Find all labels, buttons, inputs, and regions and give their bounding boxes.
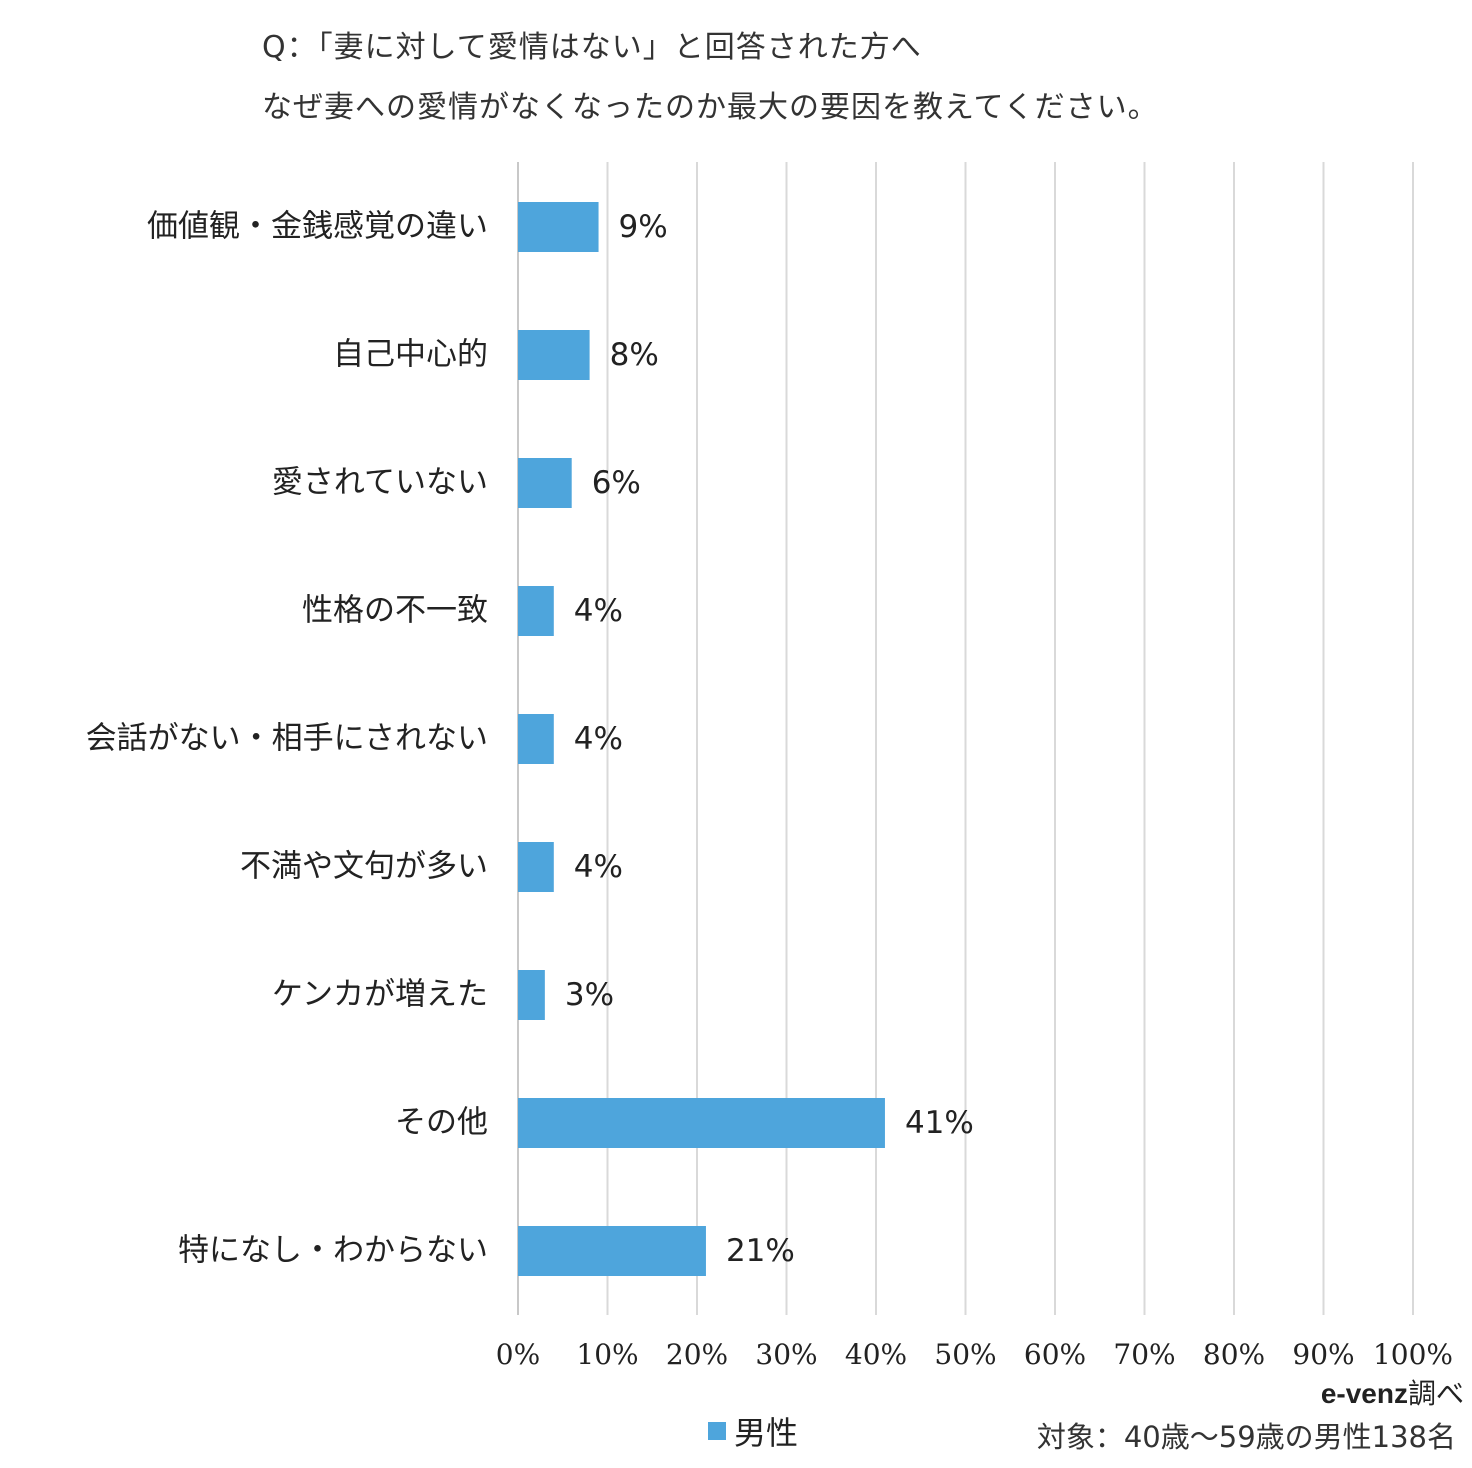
bar <box>518 1098 885 1148</box>
category-label: その他 <box>395 1104 488 1141</box>
bar <box>518 714 554 764</box>
chart-title-line-1: Q：「妻に対して愛情はない」と回答された方へ <box>262 30 922 65</box>
category-label: 会話がない・相手にされない <box>85 720 488 757</box>
data-label: 21% <box>725 1233 795 1269</box>
source-credit: e-venz調べ <box>1321 1372 1464 1412</box>
category-label: 自己中心的 <box>333 336 488 373</box>
category-label: ケンカが増えた <box>271 976 488 1013</box>
bar <box>518 586 554 636</box>
x-tick-label: 30% <box>755 1338 818 1371</box>
legend-swatch <box>708 1422 726 1440</box>
data-label: 4% <box>573 721 623 757</box>
category-label: 愛されていない <box>271 464 488 501</box>
data-label: 9% <box>618 209 668 245</box>
x-tick-label: 20% <box>665 1338 729 1371</box>
data-label: 3% <box>564 977 615 1013</box>
category-label: 価値観・金銭感覚の違い <box>147 208 488 245</box>
bar <box>518 1226 706 1276</box>
data-label: 4% <box>573 593 623 629</box>
bar <box>518 970 545 1020</box>
x-tick-label: 40% <box>844 1338 908 1371</box>
data-label: 4% <box>573 849 623 885</box>
data-label: 8% <box>609 337 659 373</box>
x-tick-label: 90% <box>1292 1338 1355 1371</box>
source-brand: e-venz <box>1320 1378 1408 1409</box>
category-label: 不満や文句が多い <box>240 848 488 885</box>
x-tick-label: 0% <box>495 1338 541 1371</box>
category-label: 性格の不一致 <box>302 592 488 629</box>
bar <box>518 202 599 252</box>
bar <box>518 330 590 380</box>
legend-label: 男性 <box>734 1414 799 1452</box>
source-suffix: 調べ <box>1407 1377 1464 1410</box>
x-tick-label: 60% <box>1023 1338 1087 1371</box>
chart-title-line-2: なぜ妻への愛情がなくなったのか最大の要因を教えてください。 <box>262 90 1159 125</box>
x-tick-label: 70% <box>1113 1338 1176 1371</box>
legend: 男性 <box>708 1408 798 1454</box>
bar <box>518 458 572 508</box>
category-label: 特になし・わからない <box>178 1232 488 1269</box>
x-tick-label: 50% <box>934 1338 997 1371</box>
data-label: 6% <box>591 465 641 501</box>
x-tick-label: 80% <box>1202 1338 1266 1371</box>
x-tick-label: 100% <box>1372 1338 1454 1371</box>
bar <box>518 842 554 892</box>
data-label: 41% <box>904 1105 974 1141</box>
x-tick-label: 10% <box>576 1338 639 1371</box>
survey-note: 対象：40歳～59歳の男性138名 <box>1036 1420 1456 1454</box>
